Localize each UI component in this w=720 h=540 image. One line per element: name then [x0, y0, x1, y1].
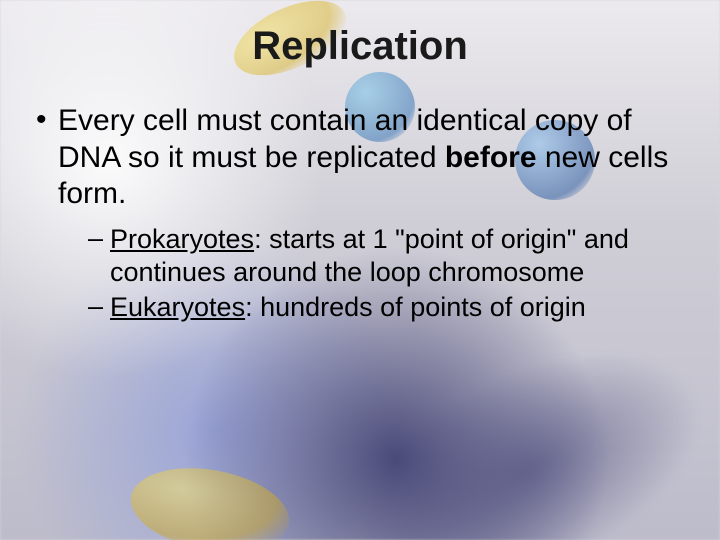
bullet-glyph: • — [36, 103, 58, 137]
bullet-level2: – Prokaryotes: starts at 1 "point of ori… — [88, 223, 684, 289]
slide-title: Replication — [36, 24, 684, 69]
bullet-text: Prokaryotes: starts at 1 "point of origi… — [110, 223, 684, 289]
bullet-text: Every cell must contain an identical cop… — [58, 103, 684, 213]
bullet-text: Eukaryotes: hundreds of points of origin — [110, 291, 684, 324]
bullet-glyph: – — [88, 223, 110, 254]
slide-content: Replication • Every cell must contain an… — [0, 0, 720, 540]
bullet-glyph: – — [88, 291, 110, 322]
sub-bullets: – Prokaryotes: starts at 1 "point of ori… — [88, 223, 684, 324]
text-run-underline: Eukaryotes — [110, 292, 245, 322]
slide-body: • Every cell must contain an identical c… — [36, 103, 684, 324]
text-run-underline: Prokaryotes — [110, 224, 254, 254]
bullet-level2: – Eukaryotes: hundreds of points of orig… — [88, 291, 684, 324]
text-run-bold: before — [445, 141, 537, 174]
text-run: : hundreds of points of origin — [245, 292, 586, 322]
bullet-level1: • Every cell must contain an identical c… — [36, 103, 684, 213]
